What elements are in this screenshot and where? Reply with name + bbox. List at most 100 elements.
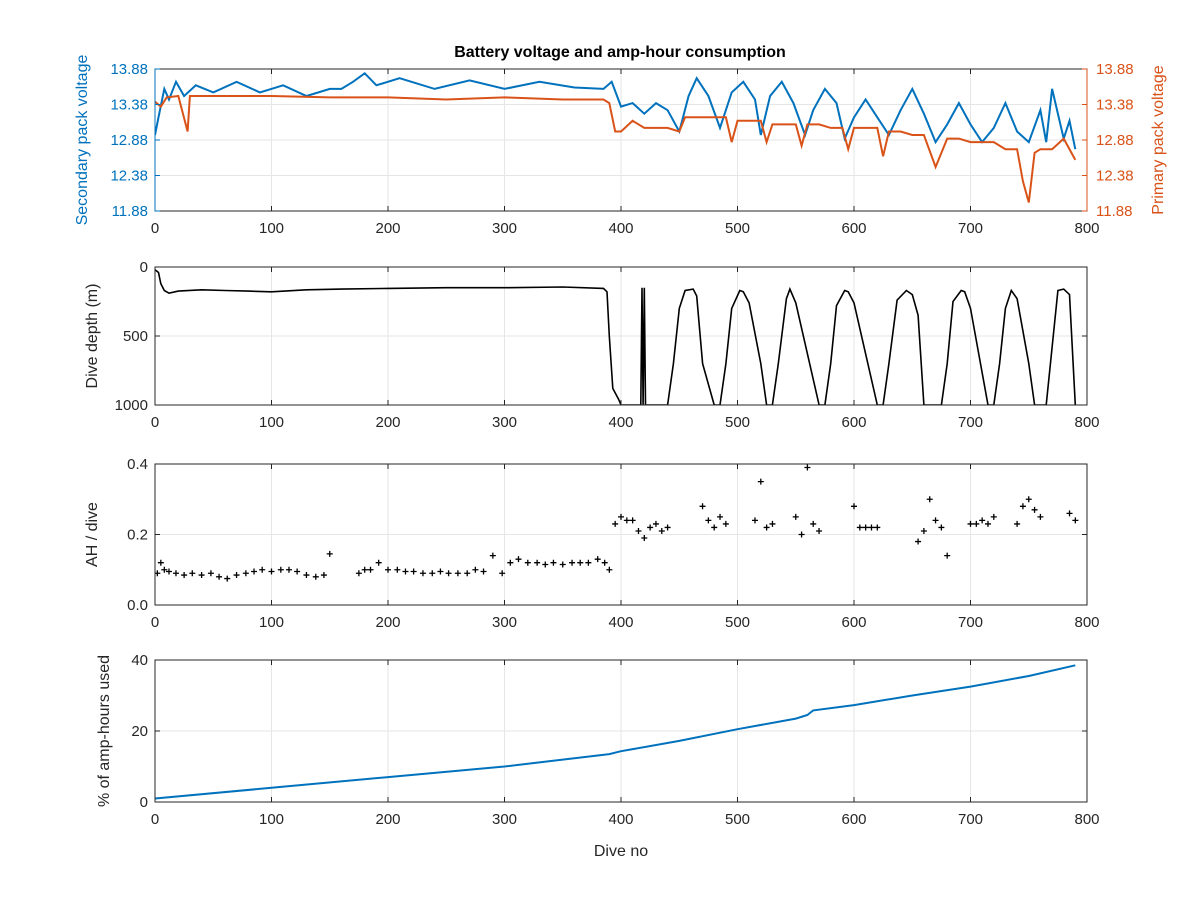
data-point — [303, 572, 310, 579]
y-right-tick-label: 13.88 — [1096, 61, 1134, 78]
x-tick-label: 800 — [1074, 414, 1099, 431]
data-point — [355, 570, 362, 577]
data-point — [542, 561, 549, 568]
data-point — [480, 568, 487, 575]
chart-panel-2: 0 100 200 300 400 500 600 700 800 0 500 1000 Dive de… — [84, 259, 1100, 431]
data-point — [216, 573, 223, 580]
data-point — [1037, 513, 1044, 520]
data-point — [394, 566, 401, 573]
y-tick-label: 0 — [140, 794, 148, 811]
y-tick-label: 500 — [123, 328, 148, 345]
data-point — [641, 535, 648, 542]
data-point — [967, 520, 974, 527]
data-point — [851, 503, 857, 510]
data-point — [198, 572, 205, 579]
data-point — [792, 513, 799, 520]
data-point — [385, 566, 391, 573]
series-line-1 — [155, 71, 1077, 150]
data-point — [268, 568, 275, 575]
data-point — [705, 517, 712, 524]
x-tick-label: 500 — [725, 811, 750, 828]
series-group — [155, 464, 1079, 582]
data-point — [454, 570, 461, 577]
data-point — [251, 568, 258, 575]
y-axis-label: % of amp-hours used — [96, 655, 113, 807]
y-tick-label: 12.38 — [110, 168, 148, 185]
data-point — [804, 464, 811, 471]
data-point — [699, 503, 706, 510]
data-point — [172, 570, 179, 577]
series-group — [155, 664, 1076, 800]
chart-panel-4: 0 100 200 300 400 500 600 700 800 0 20 40 % of amp-h… — [96, 652, 1100, 860]
data-point — [367, 566, 374, 573]
data-point — [534, 559, 541, 566]
data-point — [798, 531, 805, 538]
data-point — [472, 566, 479, 573]
series-line-1 — [155, 664, 1076, 800]
data-point — [161, 566, 168, 573]
y-right-tick-label: 12.38 — [1096, 168, 1134, 185]
data-point — [635, 527, 642, 534]
data-point — [606, 566, 613, 573]
data-point — [816, 527, 823, 534]
data-point — [810, 520, 817, 527]
y-tick-label: 0.4 — [127, 456, 148, 473]
data-point — [189, 570, 196, 577]
data-point — [629, 517, 636, 524]
data-point — [157, 559, 164, 566]
data-point — [984, 520, 991, 527]
data-point — [419, 570, 426, 577]
y-tick-label: 0.2 — [127, 527, 148, 544]
series-line-2 — [155, 94, 1077, 203]
data-point — [711, 524, 718, 531]
data-point — [550, 559, 557, 566]
data-point — [577, 559, 584, 566]
x-tick-label: 200 — [375, 220, 400, 237]
x-tick-label: 500 — [725, 614, 750, 631]
data-point — [1019, 503, 1026, 510]
data-point — [569, 559, 576, 566]
x-tick-label: 400 — [608, 811, 633, 828]
data-point — [207, 570, 214, 577]
data-point — [623, 517, 630, 524]
x-tick-label: 700 — [958, 614, 983, 631]
x-tick-label: 100 — [259, 414, 284, 431]
x-tick-label: 600 — [841, 414, 866, 431]
data-point — [402, 568, 409, 575]
x-tick-label: 400 — [608, 414, 633, 431]
data-point — [429, 570, 436, 577]
data-point — [445, 570, 452, 577]
x-axis-label: Dive no — [594, 843, 648, 860]
x-tick-label: 600 — [841, 220, 866, 237]
x-tick-label: 600 — [841, 614, 866, 631]
y-tick-label: 40 — [131, 652, 148, 669]
x-tick-label: 500 — [725, 220, 750, 237]
data-point — [1072, 517, 1079, 524]
data-point — [990, 513, 997, 520]
y-axis-label: AH / dive — [84, 502, 101, 567]
y-right-tick-label: 11.88 — [1096, 203, 1132, 220]
y-tick-label: 12.88 — [110, 132, 148, 149]
chart-panel-3: 0 100 200 300 400 500 600 700 800 0.0 0.2 0.4 AH / d… — [84, 456, 1100, 631]
data-point — [285, 566, 292, 573]
x-tick-label: 300 — [492, 414, 517, 431]
y-tick-label: 1000 — [115, 397, 148, 414]
data-point — [242, 570, 249, 577]
data-point — [507, 559, 514, 566]
data-point — [259, 566, 266, 573]
figure-title: Battery voltage and amp-hour consumption — [454, 44, 786, 61]
x-tick-label: 300 — [492, 811, 517, 828]
data-point — [224, 575, 231, 582]
x-tick-label: 100 — [259, 811, 284, 828]
data-point — [757, 478, 764, 485]
data-point — [499, 570, 506, 577]
data-point — [915, 538, 922, 545]
y-right-axis-label: Primary pack voltage — [1150, 65, 1167, 214]
series-line-1 — [155, 269, 1077, 405]
data-point — [410, 568, 417, 575]
data-point — [294, 568, 301, 575]
data-point — [618, 513, 624, 520]
y-tick-label: 20 — [131, 723, 148, 740]
data-point — [165, 568, 172, 575]
